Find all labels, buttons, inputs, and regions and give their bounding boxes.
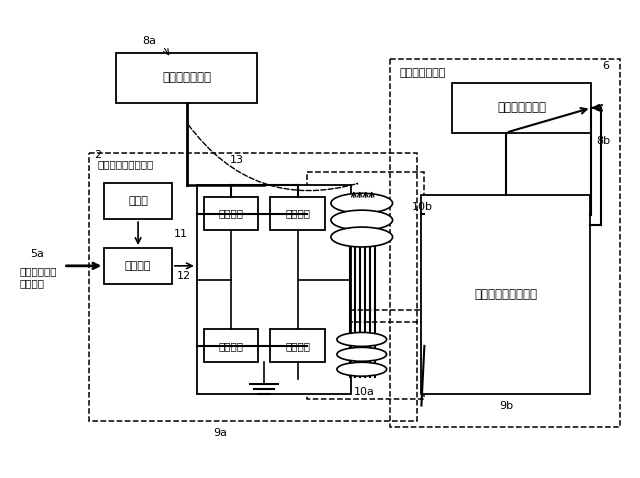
Text: 2: 2 bbox=[94, 151, 102, 161]
Bar bbox=[270, 197, 325, 230]
Text: 6: 6 bbox=[602, 61, 609, 71]
Text: 10a: 10a bbox=[355, 387, 375, 397]
Text: 13: 13 bbox=[230, 155, 243, 165]
Bar bbox=[452, 83, 591, 132]
Bar bbox=[90, 152, 417, 421]
Bar bbox=[204, 197, 259, 230]
FancyArrowPatch shape bbox=[188, 125, 358, 191]
Bar bbox=[307, 173, 424, 310]
Ellipse shape bbox=[331, 227, 392, 247]
Text: 9a: 9a bbox=[214, 428, 228, 438]
Text: 受け側バッテリ: 受け側バッテリ bbox=[497, 101, 547, 114]
Text: 送り側バッテリ: 送り側バッテリ bbox=[163, 71, 211, 85]
Text: 制御信号: 制御信号 bbox=[20, 278, 45, 288]
Text: 制御素子: 制御素子 bbox=[125, 261, 151, 271]
Ellipse shape bbox=[337, 362, 387, 376]
Text: スイッチ: スイッチ bbox=[285, 341, 310, 351]
Text: 5a: 5a bbox=[29, 249, 44, 259]
Text: 発振器: 発振器 bbox=[128, 196, 148, 206]
Text: 10b: 10b bbox=[412, 202, 433, 212]
Bar bbox=[104, 248, 172, 284]
Bar bbox=[390, 59, 620, 427]
Bar bbox=[104, 184, 172, 219]
Text: 9b: 9b bbox=[499, 401, 513, 411]
Text: 11: 11 bbox=[174, 228, 188, 239]
Ellipse shape bbox=[331, 210, 392, 230]
Text: スイッチ: スイッチ bbox=[285, 209, 310, 218]
Ellipse shape bbox=[337, 333, 387, 347]
Bar bbox=[116, 53, 257, 103]
Ellipse shape bbox=[337, 348, 387, 361]
Bar bbox=[204, 329, 259, 362]
Text: 12: 12 bbox=[177, 271, 191, 281]
Bar bbox=[307, 322, 424, 399]
Bar bbox=[196, 185, 351, 394]
Text: 受け側電源ブロック: 受け側電源ブロック bbox=[474, 288, 538, 301]
Text: ポータブル機器: ポータブル機器 bbox=[399, 68, 446, 78]
Text: スイッチ: スイッチ bbox=[218, 341, 244, 351]
Text: 非接触充電ユニット: 非接触充電ユニット bbox=[97, 160, 154, 169]
Text: 非接触充電用: 非接触充電用 bbox=[20, 266, 57, 276]
Bar bbox=[421, 195, 591, 394]
Text: スイッチ: スイッチ bbox=[218, 209, 244, 218]
Ellipse shape bbox=[331, 193, 392, 213]
Text: 8b: 8b bbox=[596, 136, 611, 146]
Bar bbox=[270, 329, 325, 362]
Text: 8a: 8a bbox=[142, 36, 156, 46]
